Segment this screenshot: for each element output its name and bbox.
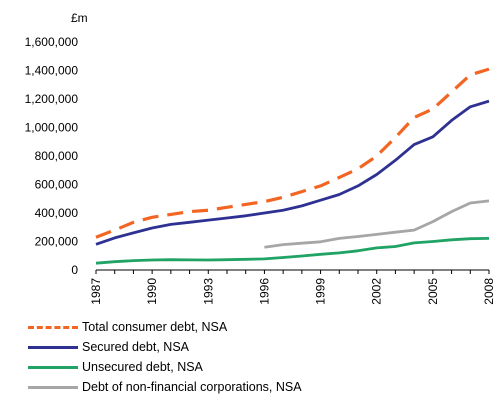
x-axis-ticks: 1987 1990 1993 1996 1999 2002 2005 2008 <box>89 270 495 305</box>
x-tick-label: 1999 <box>314 278 328 305</box>
y-tick-label: 200,000 <box>35 235 79 249</box>
y-tick-label: 1,600,000 <box>25 35 79 49</box>
y-tick-label: 400,000 <box>35 206 79 220</box>
series-line-1 <box>95 99 490 246</box>
x-tick-label: 2002 <box>370 278 384 305</box>
x-tick-label: 1990 <box>145 278 159 305</box>
series-line-2 <box>95 237 490 265</box>
legend-swatch <box>28 385 78 389</box>
legend-label: Secured debt, NSA <box>82 340 190 354</box>
series-lines <box>95 67 490 265</box>
y-tick-label: 600,000 <box>35 178 79 192</box>
y-tick-label: 1,000,000 <box>25 121 79 135</box>
unit-label: £m <box>71 11 88 25</box>
y-tick-label: 800,000 <box>35 149 79 163</box>
series-line-0 <box>95 67 490 239</box>
x-tick-label: 2008 <box>482 278 495 305</box>
y-axis-ticks: 0 200,000 400,000 600,000 800,000 1,000,000 1,… <box>25 35 79 277</box>
legend-swatch <box>28 325 78 329</box>
x-tick-label: 1996 <box>257 278 271 305</box>
legend-item: Total consumer debt, NSA <box>28 317 302 337</box>
y-tick-label: 1,200,000 <box>25 92 79 106</box>
legend-item: Debt of non-financial corporations, NSA <box>28 377 302 397</box>
legend-item: Unsecured debt, NSA <box>28 357 302 377</box>
legend-label: Unsecured debt, NSA <box>82 360 203 374</box>
y-tick-label: 1,400,000 <box>25 64 79 78</box>
chart: £m 0 200,000 400,000 600,000 800,000 1,000,00… <box>25 11 495 305</box>
legend-swatch <box>28 365 78 369</box>
series-line-3 <box>264 199 490 249</box>
legend-swatch <box>28 345 78 349</box>
x-tick-label: 1993 <box>201 278 215 305</box>
legend: Total consumer debt, NSA Secured debt, NS… <box>28 317 302 397</box>
legend-item: Secured debt, NSA <box>28 337 302 357</box>
x-tick-label: 1987 <box>89 278 103 305</box>
legend-label: Total consumer debt, NSA <box>82 320 228 334</box>
x-tick-label: 2005 <box>426 278 440 305</box>
y-tick-label: 0 <box>71 263 78 277</box>
legend-label: Debt of non-financial corporations, NSA <box>82 380 302 394</box>
